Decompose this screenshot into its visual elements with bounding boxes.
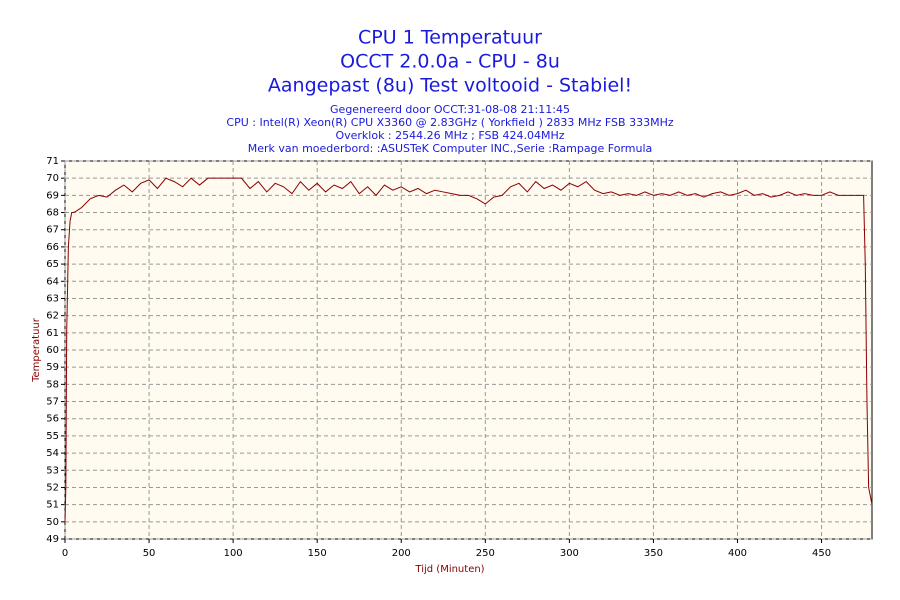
y-axis-label: Temperatuur (31, 317, 42, 383)
y-tick-label: 64 (46, 276, 59, 287)
chart-title: OCCT 2.0.0a - CPU - 8u (340, 51, 560, 73)
chart-title: Aangepast (8u) Test voltooid - Stabiel! (268, 75, 632, 97)
x-tick-label: 450 (812, 548, 831, 559)
y-tick-label: 56 (46, 414, 59, 425)
y-tick-label: 60 (46, 345, 59, 356)
y-tick-label: 54 (46, 448, 59, 459)
y-tick-label: 63 (46, 293, 59, 304)
subtitle: CPU : Intel(R) Xeon(R) CPU X3360 @ 2.83G… (226, 116, 673, 129)
y-tick-label: 61 (46, 328, 59, 339)
y-tick-label: 70 (46, 173, 59, 184)
x-tick-label: 200 (392, 548, 411, 559)
y-tick-label: 65 (46, 259, 59, 270)
x-tick-label: 400 (728, 548, 747, 559)
x-tick-label: 300 (560, 548, 579, 559)
y-tick-label: 51 (46, 500, 59, 511)
subtitle: Gegenereerd door OCCT:31-08-08 21:11:45 (330, 103, 570, 116)
x-tick-label: 150 (308, 548, 327, 559)
x-tick-label: 100 (224, 548, 243, 559)
y-tick-label: 57 (46, 397, 59, 408)
x-tick-label: 50 (143, 548, 156, 559)
y-tick-label: 67 (46, 225, 59, 236)
y-tick-label: 66 (46, 242, 59, 253)
data-line (64, 177, 873, 522)
x-axis-label: Tijd (Minuten) (414, 564, 484, 575)
x-tick-label: 250 (476, 548, 495, 559)
y-tick-label: 53 (46, 465, 59, 476)
y-tick-label: 59 (46, 362, 59, 373)
y-tick-label: 55 (46, 431, 59, 442)
y-tick-label: 52 (46, 482, 59, 493)
y-tick-label: 58 (46, 379, 59, 390)
y-tick-label: 62 (46, 311, 59, 322)
y-tick-label: 71 (46, 156, 59, 167)
x-tick-label: 350 (644, 548, 663, 559)
x-tick-label: 0 (62, 548, 68, 559)
y-tick-label: 50 (46, 517, 59, 528)
subtitle: Merk van moederbord: :ASUSTeK Computer I… (248, 142, 653, 155)
y-tick-label: 69 (46, 190, 59, 201)
y-tick-label: 49 (46, 534, 59, 545)
subtitle: Overklok : 2544.26 MHz ; FSB 424.04MHz (335, 129, 564, 142)
y-tick-label: 68 (46, 208, 59, 219)
chart-title: CPU 1 Temperatuur (358, 27, 542, 49)
